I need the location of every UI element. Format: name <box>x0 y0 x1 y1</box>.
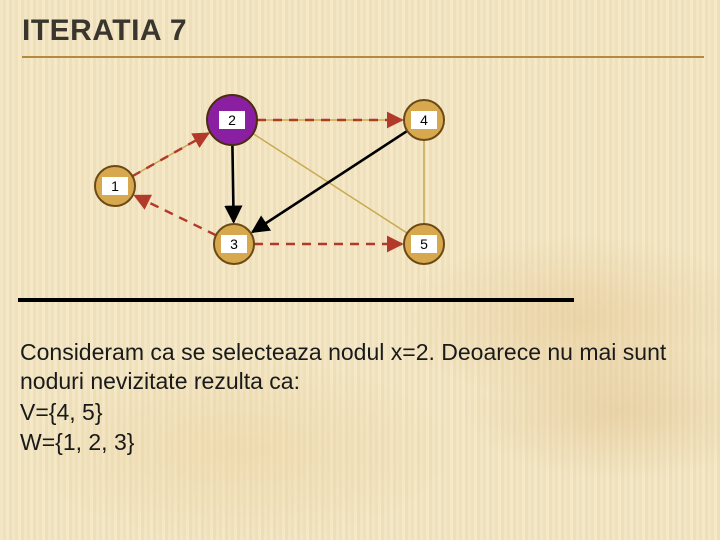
description-block: Consideram ca se selecteaza nodul x=2. D… <box>20 338 680 459</box>
desc-line-3: W={1, 2, 3} <box>20 428 680 457</box>
edge-3-1 <box>135 196 216 236</box>
node-3: 3 <box>214 224 254 264</box>
graph-diagram: 1 2 3 4 5 <box>0 0 720 540</box>
desc-line-1: Consideram ca se selecteaza nodul x=2. D… <box>20 338 680 396</box>
node-label-2: 2 <box>228 112 236 128</box>
node-label-5: 5 <box>420 236 428 252</box>
slide-root: ITERATIA 7 12345 Consideram ca se select… <box>0 0 720 540</box>
edge-2-3 <box>232 145 233 222</box>
node-label-1: 1 <box>111 178 119 194</box>
node-4: 4 <box>404 100 444 140</box>
edge-4-3 <box>252 131 407 232</box>
node-label-4: 4 <box>420 112 428 128</box>
desc-line-2: V={4, 5} <box>20 398 680 427</box>
node-label-3: 3 <box>230 236 238 252</box>
node-2: 2 <box>207 95 257 145</box>
section-divider <box>18 298 574 302</box>
edge-2-5 <box>253 134 407 234</box>
node-5: 5 <box>404 224 444 264</box>
edge-1-2 <box>132 132 210 176</box>
node-1: 1 <box>95 166 135 206</box>
edges-layer <box>132 120 424 244</box>
